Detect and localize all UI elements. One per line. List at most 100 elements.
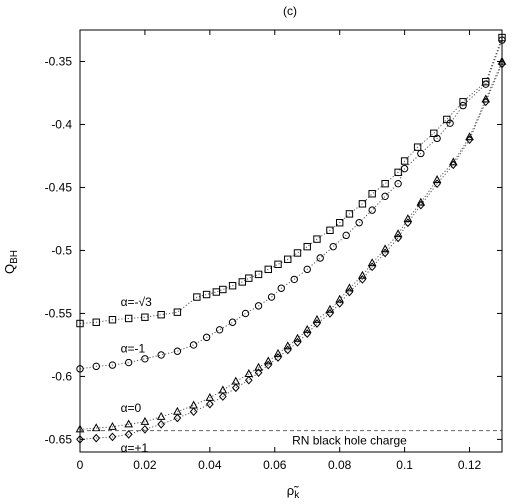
data-point-circle [417,149,425,158]
data-point-square [254,270,263,279]
data-point-triangle [481,94,491,103]
data-point-diamond [244,375,253,385]
x-tick-label: 0.12 [458,458,482,472]
y-tick-label: -0.55 [45,306,73,320]
data-point-square [212,288,221,296]
data-point-circle [355,219,363,227]
data-point-diamond [124,430,133,439]
data-point-diamond [205,399,214,409]
data-point-diamond [481,97,490,107]
plot-frame [79,29,503,453]
data-point-triangle [218,385,228,394]
data-point-diamond [293,338,302,347]
data-point-circle [381,192,389,200]
data-point-triangle [302,324,312,333]
data-point-square [284,255,292,263]
data-point-diamond [141,424,149,434]
data-point-square [108,316,117,324]
data-point-triangle [124,419,134,428]
data-point-triangle [358,270,367,279]
y-tick-label: -0.65 [45,432,73,446]
data-point-diamond [157,419,166,429]
data-point-triangle [173,406,182,415]
data-point-triangle [293,333,302,342]
data-point-triangle [263,356,273,365]
data-point-circle [394,179,402,188]
data-point-square [482,77,490,86]
data-point-triangle [416,197,426,206]
data-point-square [394,168,402,177]
data-point-circle [108,361,117,369]
data-point-triangle [244,369,254,377]
data-point-diamond [231,383,240,393]
data-point-diamond [326,309,334,318]
series-markers [75,33,507,444]
data-point-diamond [92,433,101,443]
y-tick-label: -0.4 [51,117,72,131]
data-point-diamond [381,248,390,258]
data-point-triangle [345,283,354,292]
data-point-square [358,200,367,208]
data-point-circle [400,164,409,173]
series-label-1: α=-1 [121,342,146,356]
data-point-circle [228,318,237,326]
x-tick-label: 0.1 [396,458,413,472]
data-point-triangle [91,423,101,432]
data-point-circle [215,326,224,334]
data-point-circle [459,101,467,110]
data-point-diamond [358,275,367,284]
data-point-triangle [380,244,390,253]
series-line-0 [79,61,503,430]
data-point-square [413,143,422,151]
data-point-square [219,285,227,294]
data-point-square [141,313,149,321]
data-point-triangle [403,214,413,223]
data-point-triangle [393,229,403,238]
data-point-circle [329,242,337,251]
data-point-square [400,157,409,165]
data-point-triangle [108,421,117,430]
data-point-triangle [465,132,474,141]
x-tick-label: 0.02 [133,458,157,472]
data-point-triangle [156,411,166,420]
data-point-diamond [283,345,292,355]
data-point-diamond [254,368,263,377]
data-point-triangle [448,157,458,166]
data-point-circle [173,347,182,355]
series-line-3 [79,37,503,324]
data-point-square [92,318,100,326]
data-point-square [238,278,247,286]
data-point-triangle [325,304,335,313]
data-point-circle [157,351,165,359]
data-point-diamond [189,407,198,417]
data-point-circle [202,333,211,342]
data-point-square [264,265,272,274]
data-point-diamond [274,353,282,362]
data-point-triangle [432,175,442,184]
series-line-1 [79,39,503,370]
x-axis-label-sub: k [294,490,300,501]
data-point-diamond [465,135,474,144]
series-lines [79,37,503,440]
data-point-triangle [231,376,241,385]
data-point-diamond [416,200,425,210]
x-axis-label: ρ̃k [287,483,300,501]
data-point-triangle [254,362,263,371]
data-point-diamond [394,233,402,243]
data-point-circle [241,309,250,318]
data-point-circle [141,355,149,363]
data-point-diamond [335,299,344,308]
data-point-circle [482,80,490,88]
data-point-diamond [449,160,458,170]
data-point-square [228,282,237,290]
data-point-square [368,190,376,198]
data-point-diamond [303,329,312,338]
y-axis-label-sub: BH [9,250,20,264]
data-point-square [157,310,165,319]
data-point-square [313,235,321,243]
data-point-circle [254,302,263,310]
data-point-square [124,314,133,323]
data-point-circle [433,134,441,143]
data-point-square [303,242,311,251]
